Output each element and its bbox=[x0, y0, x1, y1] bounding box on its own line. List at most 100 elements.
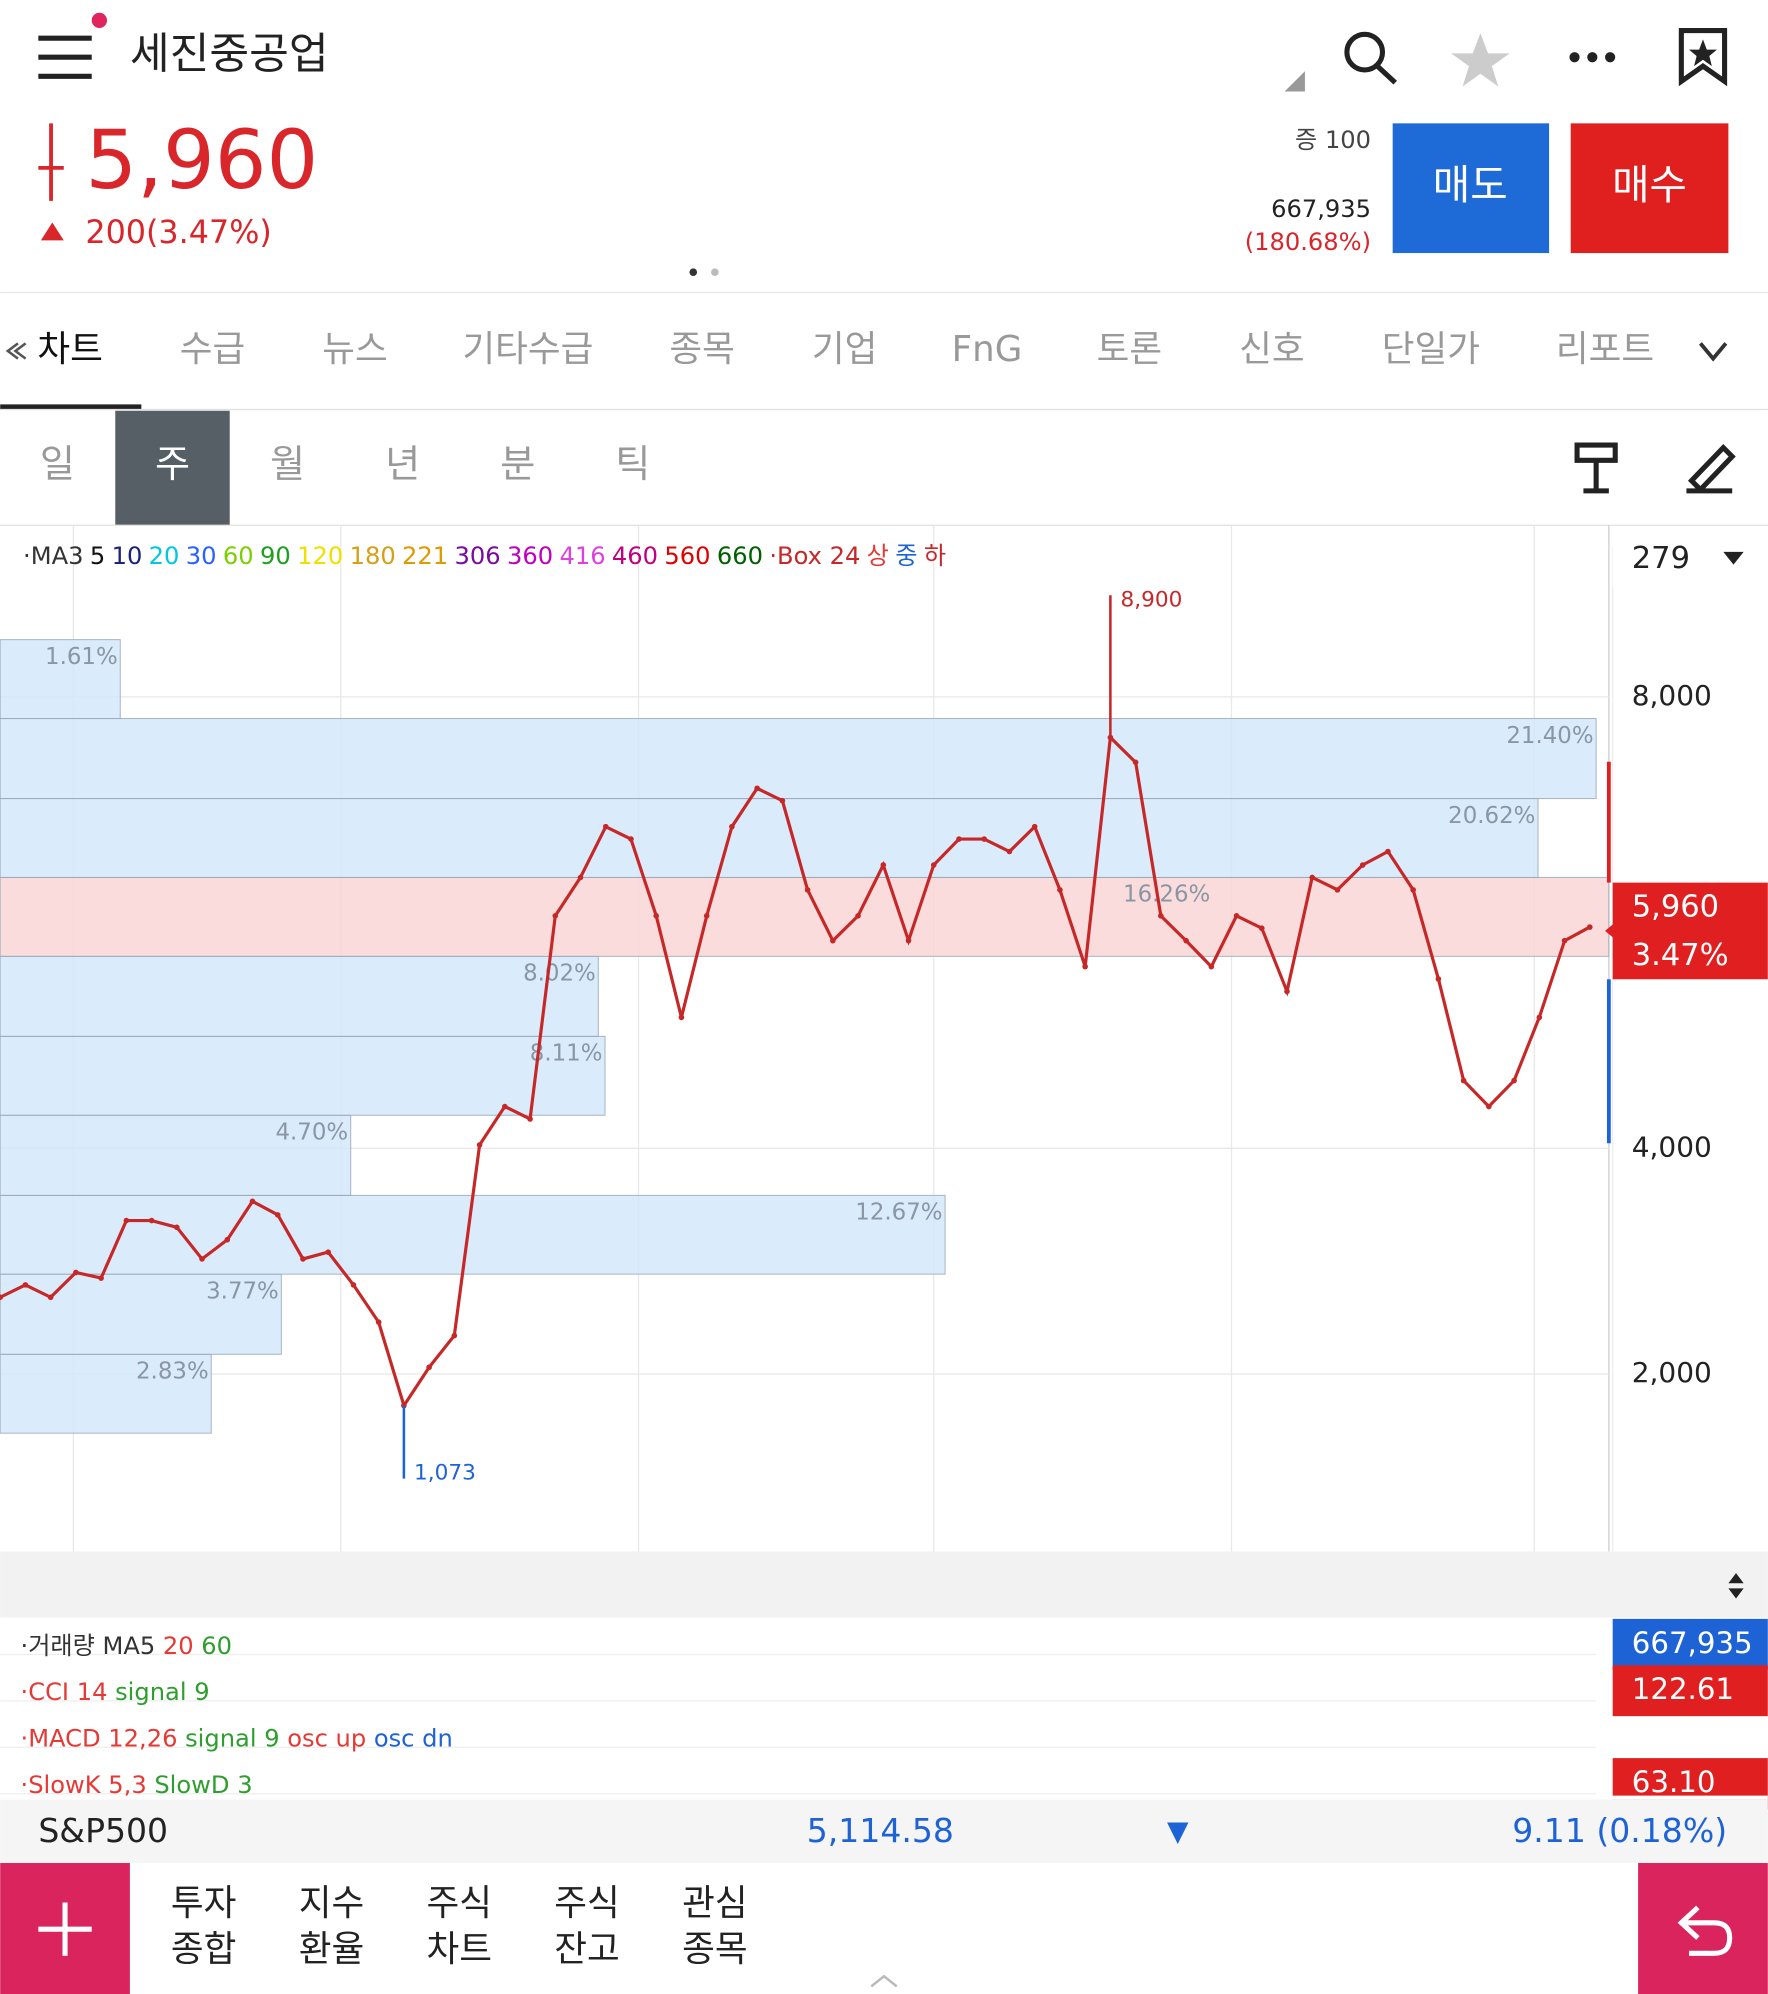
index-direction: ▼ bbox=[1167, 1814, 1189, 1847]
indicator-label: ·MACD 12,26 signal 9 osc up osc dn bbox=[21, 1725, 453, 1753]
legend-item: 120 bbox=[297, 542, 343, 570]
y-tick-label: 4,000 bbox=[1632, 1130, 1712, 1163]
price-point bbox=[678, 1014, 685, 1021]
nav-item[interactable]: 종합 bbox=[171, 1929, 236, 1970]
volume-box bbox=[0, 718, 1597, 800]
tab[interactable]: 차트 bbox=[37, 329, 103, 370]
nav-item[interactable]: 차트 bbox=[427, 1929, 493, 1970]
indicator-value-bg bbox=[1612, 1618, 1768, 1670]
price-line bbox=[0, 734, 1591, 1410]
buy-button[interactable] bbox=[1570, 123, 1729, 254]
legend-item: 460 bbox=[612, 542, 658, 570]
tab[interactable]: 수급 bbox=[180, 329, 246, 370]
header: 세진중공업 5,960 200(3.47%) 증 100 667,935 (18… bbox=[38, 12, 1729, 276]
legend-item: ·Box 24 bbox=[769, 542, 860, 570]
price-point bbox=[98, 1275, 104, 1281]
more-button[interactable] bbox=[1569, 52, 1616, 63]
tab[interactable]: 종목 bbox=[669, 329, 735, 370]
axis-toggle[interactable] bbox=[1728, 1573, 1744, 1599]
nav-item[interactable]: 종목 bbox=[682, 1929, 748, 1970]
box-label: 12.67% bbox=[855, 1200, 942, 1226]
price-point bbox=[148, 1217, 155, 1224]
legend-item: 306 bbox=[455, 542, 501, 570]
period[interactable]: 일 bbox=[40, 442, 75, 486]
drawing-tool[interactable] bbox=[1686, 444, 1736, 494]
search-button[interactable] bbox=[1344, 31, 1397, 85]
index-bar[interactable] bbox=[0, 1799, 1768, 1864]
nav-item[interactable]: 잔고 bbox=[554, 1929, 620, 1970]
period[interactable]: 분 bbox=[500, 442, 535, 486]
price-point bbox=[577, 874, 584, 881]
nav-item[interactable]: 주식 bbox=[554, 1883, 620, 1924]
highlight-box bbox=[0, 876, 1610, 957]
sell-button[interactable] bbox=[1392, 123, 1550, 254]
price-point bbox=[527, 1116, 533, 1122]
price-point bbox=[1334, 887, 1341, 893]
volume-box bbox=[0, 1114, 352, 1196]
price-point bbox=[1132, 759, 1139, 766]
tab[interactable]: 기업 bbox=[812, 329, 878, 370]
price-point bbox=[1460, 1077, 1467, 1084]
nav-item[interactable]: 지수 bbox=[299, 1883, 365, 1924]
stock-name: 세진중공업 bbox=[130, 30, 329, 80]
price-change: 200(3.47%) bbox=[85, 214, 271, 251]
price-point bbox=[628, 836, 634, 842]
indicator-label: ·SlowK 5,3 SlowD 3 bbox=[21, 1771, 253, 1799]
price-point bbox=[249, 1198, 256, 1205]
notification-dot bbox=[91, 12, 108, 28]
tab[interactable]: FnG bbox=[952, 329, 1023, 370]
price-point bbox=[905, 937, 912, 944]
period[interactable]: 틱 bbox=[615, 442, 650, 486]
tab[interactable]: 리포트 bbox=[1556, 329, 1654, 370]
period[interactable]: 년 bbox=[385, 442, 420, 486]
price-point bbox=[1385, 848, 1391, 855]
range-selector[interactable] bbox=[1612, 531, 1768, 588]
nav-item[interactable]: 투자 bbox=[171, 1883, 236, 1924]
indicator-part: SlowD 3 bbox=[154, 1771, 252, 1799]
period[interactable]: 월 bbox=[270, 442, 305, 486]
tab[interactable]: 토론 bbox=[1097, 329, 1163, 370]
legend-item: 20 bbox=[149, 542, 180, 570]
indicator-settings[interactable] bbox=[1574, 442, 1618, 494]
nav-item[interactable]: 주식 bbox=[427, 1883, 493, 1924]
price-point bbox=[22, 1282, 29, 1288]
period[interactable]: 주 bbox=[155, 442, 190, 486]
back-button[interactable] bbox=[1638, 1863, 1768, 1994]
bookmark-button[interactable] bbox=[1678, 27, 1728, 87]
box-label: 3.77% bbox=[206, 1278, 279, 1304]
indicator-part: signal 9 bbox=[185, 1725, 280, 1753]
page-dot bbox=[689, 268, 698, 276]
legend-item: 5 bbox=[90, 542, 105, 570]
handle bbox=[870, 1974, 898, 1988]
price-point bbox=[274, 1212, 281, 1218]
tab[interactable]: 신호 bbox=[1239, 329, 1305, 370]
price-point bbox=[0, 1294, 3, 1301]
tab-underline bbox=[0, 404, 142, 410]
legend-item: 상 bbox=[867, 542, 889, 570]
tab[interactable]: 단일가 bbox=[1382, 329, 1480, 370]
menu-button[interactable] bbox=[38, 35, 92, 79]
legend-item: 560 bbox=[664, 542, 710, 570]
indicator-part: 20 bbox=[163, 1632, 194, 1660]
page-dot bbox=[711, 268, 719, 276]
nav-item[interactable]: 환율 bbox=[299, 1929, 365, 1970]
legend-item: 60 bbox=[223, 542, 254, 570]
volume-ratio: (180.68%) bbox=[1245, 228, 1371, 256]
tab[interactable]: 뉴스 bbox=[322, 329, 388, 370]
tab-expand[interactable] bbox=[1698, 342, 1728, 362]
legend-item: 10 bbox=[112, 542, 143, 570]
tab[interactable]: 기타수급 bbox=[462, 329, 593, 370]
indicator-part: ·CCI 14 bbox=[21, 1678, 108, 1706]
price-point bbox=[1082, 963, 1088, 970]
indicator-part: ·거래량 MA5 bbox=[21, 1632, 156, 1660]
last-change: 3.47% bbox=[1632, 938, 1729, 973]
price-point bbox=[930, 862, 937, 868]
favorite-button[interactable] bbox=[1451, 33, 1510, 87]
nav-item[interactable]: 관심 bbox=[682, 1883, 748, 1924]
indicator-value: 63.10 bbox=[1632, 1765, 1716, 1799]
index-name: S&P500 bbox=[38, 1811, 168, 1850]
price-point bbox=[426, 1364, 432, 1371]
scroll-left bbox=[5, 342, 27, 360]
